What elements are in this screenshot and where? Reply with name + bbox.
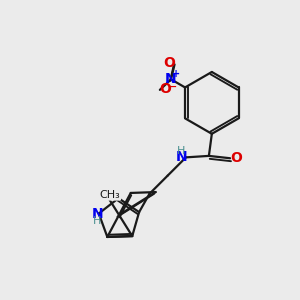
Text: N: N [176, 150, 187, 164]
Text: N: N [165, 72, 177, 86]
Text: H: H [177, 146, 186, 156]
Text: −: − [167, 82, 177, 92]
Text: CH₃: CH₃ [99, 190, 120, 200]
Text: O: O [163, 56, 175, 70]
Text: O: O [230, 151, 242, 165]
Text: O: O [159, 82, 171, 96]
Text: N: N [92, 206, 103, 220]
Text: +: + [172, 69, 180, 79]
Text: H: H [93, 216, 101, 226]
